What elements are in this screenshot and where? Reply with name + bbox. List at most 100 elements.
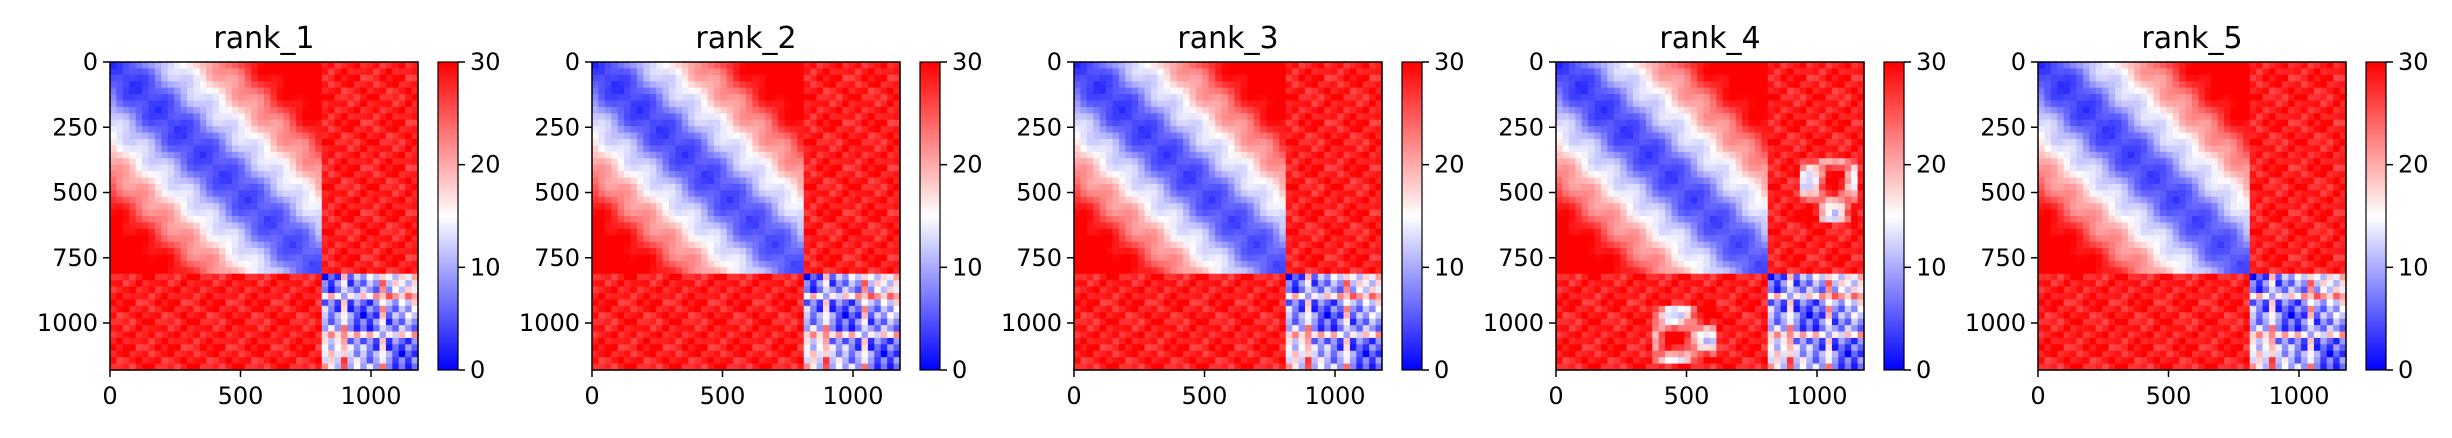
heatmap-cell [758,267,766,275]
heatmap-cell [199,74,207,82]
heatmap-cell [823,273,831,281]
heatmap-cell [302,331,310,339]
heatmap-cell [315,305,323,313]
heatmap-cell [1144,62,1152,70]
heatmap-cell [296,350,304,358]
heatmap-cell [752,87,760,95]
heatmap-cell [251,357,259,365]
heatmap-cell [296,305,304,313]
heatmap-cell [193,312,201,320]
heatmap-cell [379,94,387,102]
heatmap-cell [855,350,863,358]
heatmap-cell [264,139,272,147]
heatmap-cell [289,177,297,185]
heatmap-cell [264,94,272,102]
heatmap-cell [385,119,393,127]
heatmap-cell [199,350,207,358]
heatmap-cell [398,228,406,236]
heatmap-cell [893,273,901,281]
heatmap-cell [630,228,638,236]
heatmap-cell [1247,62,1255,70]
heatmap-cell [617,164,625,172]
heatmap-cell [347,260,355,268]
heatmap-cell [681,74,689,82]
heatmap-cell [688,106,696,114]
heatmap-cell [379,363,387,371]
heatmap-cell [360,222,368,230]
heatmap-cell [129,357,137,365]
heatmap-cell [649,350,657,358]
heatmap-cell [855,132,863,140]
heatmap-cell [199,164,207,172]
heatmap-cell [643,74,651,82]
heatmap-cell [142,235,150,243]
heatmap-cell [212,216,220,224]
heatmap-cell [1125,87,1133,95]
heatmap-cell [302,248,310,256]
heatmap-cell [174,235,182,243]
heatmap-cell [296,248,304,256]
heatmap-cell [308,177,316,185]
heatmap-cell [823,74,831,82]
heatmap-cell [643,299,651,307]
heatmap-cell [810,248,818,256]
heatmap-cell [264,196,272,204]
heatmap-cell [823,254,831,262]
heatmap-cell [861,350,869,358]
heatmap-cell [373,350,381,358]
heatmap-cell [206,100,214,108]
heatmap-cell [797,228,805,236]
heatmap-cell [816,344,824,352]
heatmap-cell [244,132,252,140]
heatmap-cell [347,62,355,70]
y-tick-label: 1000 [37,309,98,337]
heatmap-cell [790,139,798,147]
heatmap-cell [276,273,284,281]
heatmap-cell [592,81,600,89]
heatmap-cell [1131,68,1139,76]
heatmap-cell [713,305,721,313]
heatmap-cell [251,171,259,179]
heatmap-cell [592,87,600,95]
heatmap-cell [289,119,297,127]
heatmap-cell [116,299,124,307]
heatmap-cell [771,126,779,134]
heatmap-cell [733,151,741,159]
heatmap-cell [592,235,600,243]
heatmap-cell [675,177,683,185]
heatmap-cell [244,106,252,114]
heatmap-cell [829,357,837,365]
heatmap-cell [688,241,696,249]
heatmap-cell [142,113,150,121]
heatmap-cell [842,312,850,320]
heatmap-cell [122,254,130,262]
heatmap-cell [1343,94,1351,102]
heatmap-cell [199,363,207,371]
heatmap-cell [180,62,188,70]
heatmap-cell [1195,87,1203,95]
heatmap-cell [649,171,657,179]
heatmap-cell [739,190,747,198]
heatmap-cell [276,363,284,371]
heatmap-cell [649,113,657,121]
heatmap-cell [855,331,863,339]
heatmap-cell [1118,62,1126,70]
heatmap-cell [264,216,272,224]
heatmap-cell [161,337,169,345]
heatmap-cell [225,94,233,102]
heatmap-cell [366,113,374,121]
heatmap-cell [746,260,754,268]
heatmap-cell [206,119,214,127]
heatmap-cell [617,119,625,127]
heatmap-cell [611,357,619,365]
heatmap-cell [308,145,316,153]
heatmap-cell [142,106,150,114]
heatmap-cell [385,299,393,307]
heatmap-cell [675,196,683,204]
heatmap-cell [353,350,361,358]
heatmap-cell [135,164,143,172]
heatmap-cell [341,337,349,345]
heatmap-cell [1151,62,1159,70]
heatmap-cell [161,100,169,108]
heatmap-cell [360,183,368,191]
